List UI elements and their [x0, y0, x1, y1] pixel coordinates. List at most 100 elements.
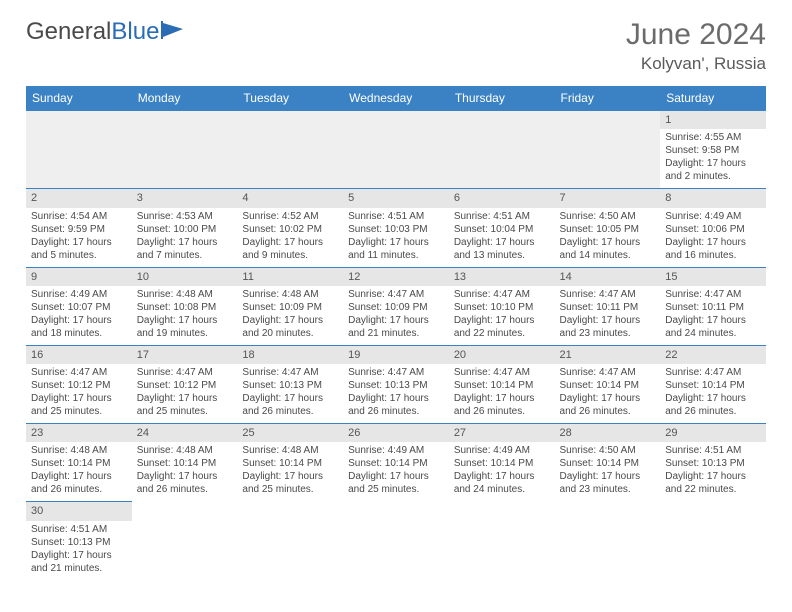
day-number: 12: [343, 268, 449, 286]
day-number: 21: [555, 346, 661, 364]
sunrise-text: Sunrise: 4:52 AM: [242, 210, 338, 223]
day-cell: [237, 111, 343, 189]
title-block: June 2024 Kolyvan', Russia: [626, 18, 766, 74]
day-cell: 2Sunrise: 4:54 AMSunset: 9:59 PMDaylight…: [26, 189, 132, 267]
day-cell: 23Sunrise: 4:48 AMSunset: 10:14 PMDaylig…: [26, 424, 132, 502]
day-number: 26: [343, 424, 449, 442]
day-cell: 30Sunrise: 4:51 AMSunset: 10:13 PMDaylig…: [26, 502, 132, 580]
sunrise-text: Sunrise: 4:51 AM: [454, 210, 550, 223]
col-tuesday: Tuesday: [237, 86, 343, 111]
day-cell: 25Sunrise: 4:48 AMSunset: 10:14 PMDaylig…: [237, 424, 343, 502]
day-cell: 5Sunrise: 4:51 AMSunset: 10:03 PMDayligh…: [343, 189, 449, 267]
daylight-text: Daylight: 17 hours and 23 minutes.: [560, 470, 656, 496]
daylight-text: Daylight: 17 hours and 7 minutes.: [137, 236, 233, 262]
daylight-text: Daylight: 17 hours and 24 minutes.: [454, 470, 550, 496]
day-cell: 28Sunrise: 4:50 AMSunset: 10:14 PMDaylig…: [555, 424, 661, 502]
daylight-text: Daylight: 17 hours and 2 minutes.: [665, 157, 761, 183]
daylight-text: Daylight: 17 hours and 5 minutes.: [31, 236, 127, 262]
header-row: Sunday Monday Tuesday Wednesday Thursday…: [26, 86, 766, 111]
day-cell: 17Sunrise: 4:47 AMSunset: 10:12 PMDaylig…: [132, 345, 238, 423]
week-row: 23Sunrise: 4:48 AMSunset: 10:14 PMDaylig…: [26, 424, 766, 502]
daylight-text: Daylight: 17 hours and 25 minutes.: [137, 392, 233, 418]
sunset-text: Sunset: 10:14 PM: [348, 457, 444, 470]
sunset-text: Sunset: 10:13 PM: [31, 536, 127, 549]
sunrise-text: Sunrise: 4:47 AM: [665, 366, 761, 379]
week-row: 30Sunrise: 4:51 AMSunset: 10:13 PMDaylig…: [26, 502, 766, 580]
day-cell: [343, 502, 449, 580]
sunset-text: Sunset: 10:04 PM: [454, 223, 550, 236]
sunset-text: Sunset: 10:09 PM: [348, 301, 444, 314]
sunrise-text: Sunrise: 4:50 AM: [560, 444, 656, 457]
daylight-text: Daylight: 17 hours and 26 minutes.: [31, 470, 127, 496]
sunrise-text: Sunrise: 4:47 AM: [348, 366, 444, 379]
sunset-text: Sunset: 10:10 PM: [454, 301, 550, 314]
day-number: 17: [132, 346, 238, 364]
day-cell: 6Sunrise: 4:51 AMSunset: 10:04 PMDayligh…: [449, 189, 555, 267]
daylight-text: Daylight: 17 hours and 26 minutes.: [454, 392, 550, 418]
col-saturday: Saturday: [660, 86, 766, 111]
day-cell: [449, 111, 555, 189]
sunrise-text: Sunrise: 4:47 AM: [348, 288, 444, 301]
sunrise-text: Sunrise: 4:49 AM: [454, 444, 550, 457]
day-number: 29: [660, 424, 766, 442]
day-cell: [449, 502, 555, 580]
day-number: 16: [26, 346, 132, 364]
daylight-text: Daylight: 17 hours and 13 minutes.: [454, 236, 550, 262]
sunset-text: Sunset: 10:03 PM: [348, 223, 444, 236]
daylight-text: Daylight: 17 hours and 22 minutes.: [665, 470, 761, 496]
day-number: 5: [343, 189, 449, 207]
sunset-text: Sunset: 10:07 PM: [31, 301, 127, 314]
day-number: 25: [237, 424, 343, 442]
day-number: 1: [660, 111, 766, 129]
day-number: 20: [449, 346, 555, 364]
week-row: 16Sunrise: 4:47 AMSunset: 10:12 PMDaylig…: [26, 345, 766, 423]
day-cell: 3Sunrise: 4:53 AMSunset: 10:00 PMDayligh…: [132, 189, 238, 267]
sunrise-text: Sunrise: 4:47 AM: [560, 366, 656, 379]
sunrise-text: Sunrise: 4:48 AM: [242, 288, 338, 301]
daylight-text: Daylight: 17 hours and 22 minutes.: [454, 314, 550, 340]
logo-text-1: General: [26, 18, 111, 46]
day-cell: [26, 111, 132, 189]
day-cell: [343, 111, 449, 189]
daylight-text: Daylight: 17 hours and 25 minutes.: [242, 470, 338, 496]
sunset-text: Sunset: 10:06 PM: [665, 223, 761, 236]
day-number: 18: [237, 346, 343, 364]
sunrise-text: Sunrise: 4:55 AM: [665, 131, 761, 144]
daylight-text: Daylight: 17 hours and 19 minutes.: [137, 314, 233, 340]
day-number: 13: [449, 268, 555, 286]
day-cell: 19Sunrise: 4:47 AMSunset: 10:13 PMDaylig…: [343, 345, 449, 423]
sunrise-text: Sunrise: 4:51 AM: [665, 444, 761, 457]
day-cell: 22Sunrise: 4:47 AMSunset: 10:14 PMDaylig…: [660, 345, 766, 423]
col-sunday: Sunday: [26, 86, 132, 111]
daylight-text: Daylight: 17 hours and 20 minutes.: [242, 314, 338, 340]
sunset-text: Sunset: 10:14 PM: [454, 457, 550, 470]
day-number: 7: [555, 189, 661, 207]
daylight-text: Daylight: 17 hours and 16 minutes.: [665, 236, 761, 262]
sunset-text: Sunset: 10:09 PM: [242, 301, 338, 314]
day-cell: 9Sunrise: 4:49 AMSunset: 10:07 PMDayligh…: [26, 267, 132, 345]
daylight-text: Daylight: 17 hours and 14 minutes.: [560, 236, 656, 262]
logo: GeneralBlue: [26, 18, 187, 46]
sunset-text: Sunset: 10:14 PM: [560, 379, 656, 392]
location: Kolyvan', Russia: [626, 54, 766, 74]
day-cell: 21Sunrise: 4:47 AMSunset: 10:14 PMDaylig…: [555, 345, 661, 423]
day-cell: 1Sunrise: 4:55 AMSunset: 9:58 PMDaylight…: [660, 111, 766, 189]
day-cell: 15Sunrise: 4:47 AMSunset: 10:11 PMDaylig…: [660, 267, 766, 345]
sunset-text: Sunset: 10:12 PM: [31, 379, 127, 392]
sunset-text: Sunset: 10:13 PM: [242, 379, 338, 392]
day-number: 24: [132, 424, 238, 442]
col-thursday: Thursday: [449, 86, 555, 111]
day-cell: 11Sunrise: 4:48 AMSunset: 10:09 PMDaylig…: [237, 267, 343, 345]
sunset-text: Sunset: 10:11 PM: [560, 301, 656, 314]
sunset-text: Sunset: 10:14 PM: [242, 457, 338, 470]
day-cell: [555, 111, 661, 189]
daylight-text: Daylight: 17 hours and 26 minutes.: [242, 392, 338, 418]
day-cell: 13Sunrise: 4:47 AMSunset: 10:10 PMDaylig…: [449, 267, 555, 345]
day-cell: [555, 502, 661, 580]
day-number: 10: [132, 268, 238, 286]
day-cell: 10Sunrise: 4:48 AMSunset: 10:08 PMDaylig…: [132, 267, 238, 345]
daylight-text: Daylight: 17 hours and 26 minutes.: [348, 392, 444, 418]
daylight-text: Daylight: 17 hours and 24 minutes.: [665, 314, 761, 340]
daylight-text: Daylight: 17 hours and 25 minutes.: [31, 392, 127, 418]
sunset-text: Sunset: 10:05 PM: [560, 223, 656, 236]
